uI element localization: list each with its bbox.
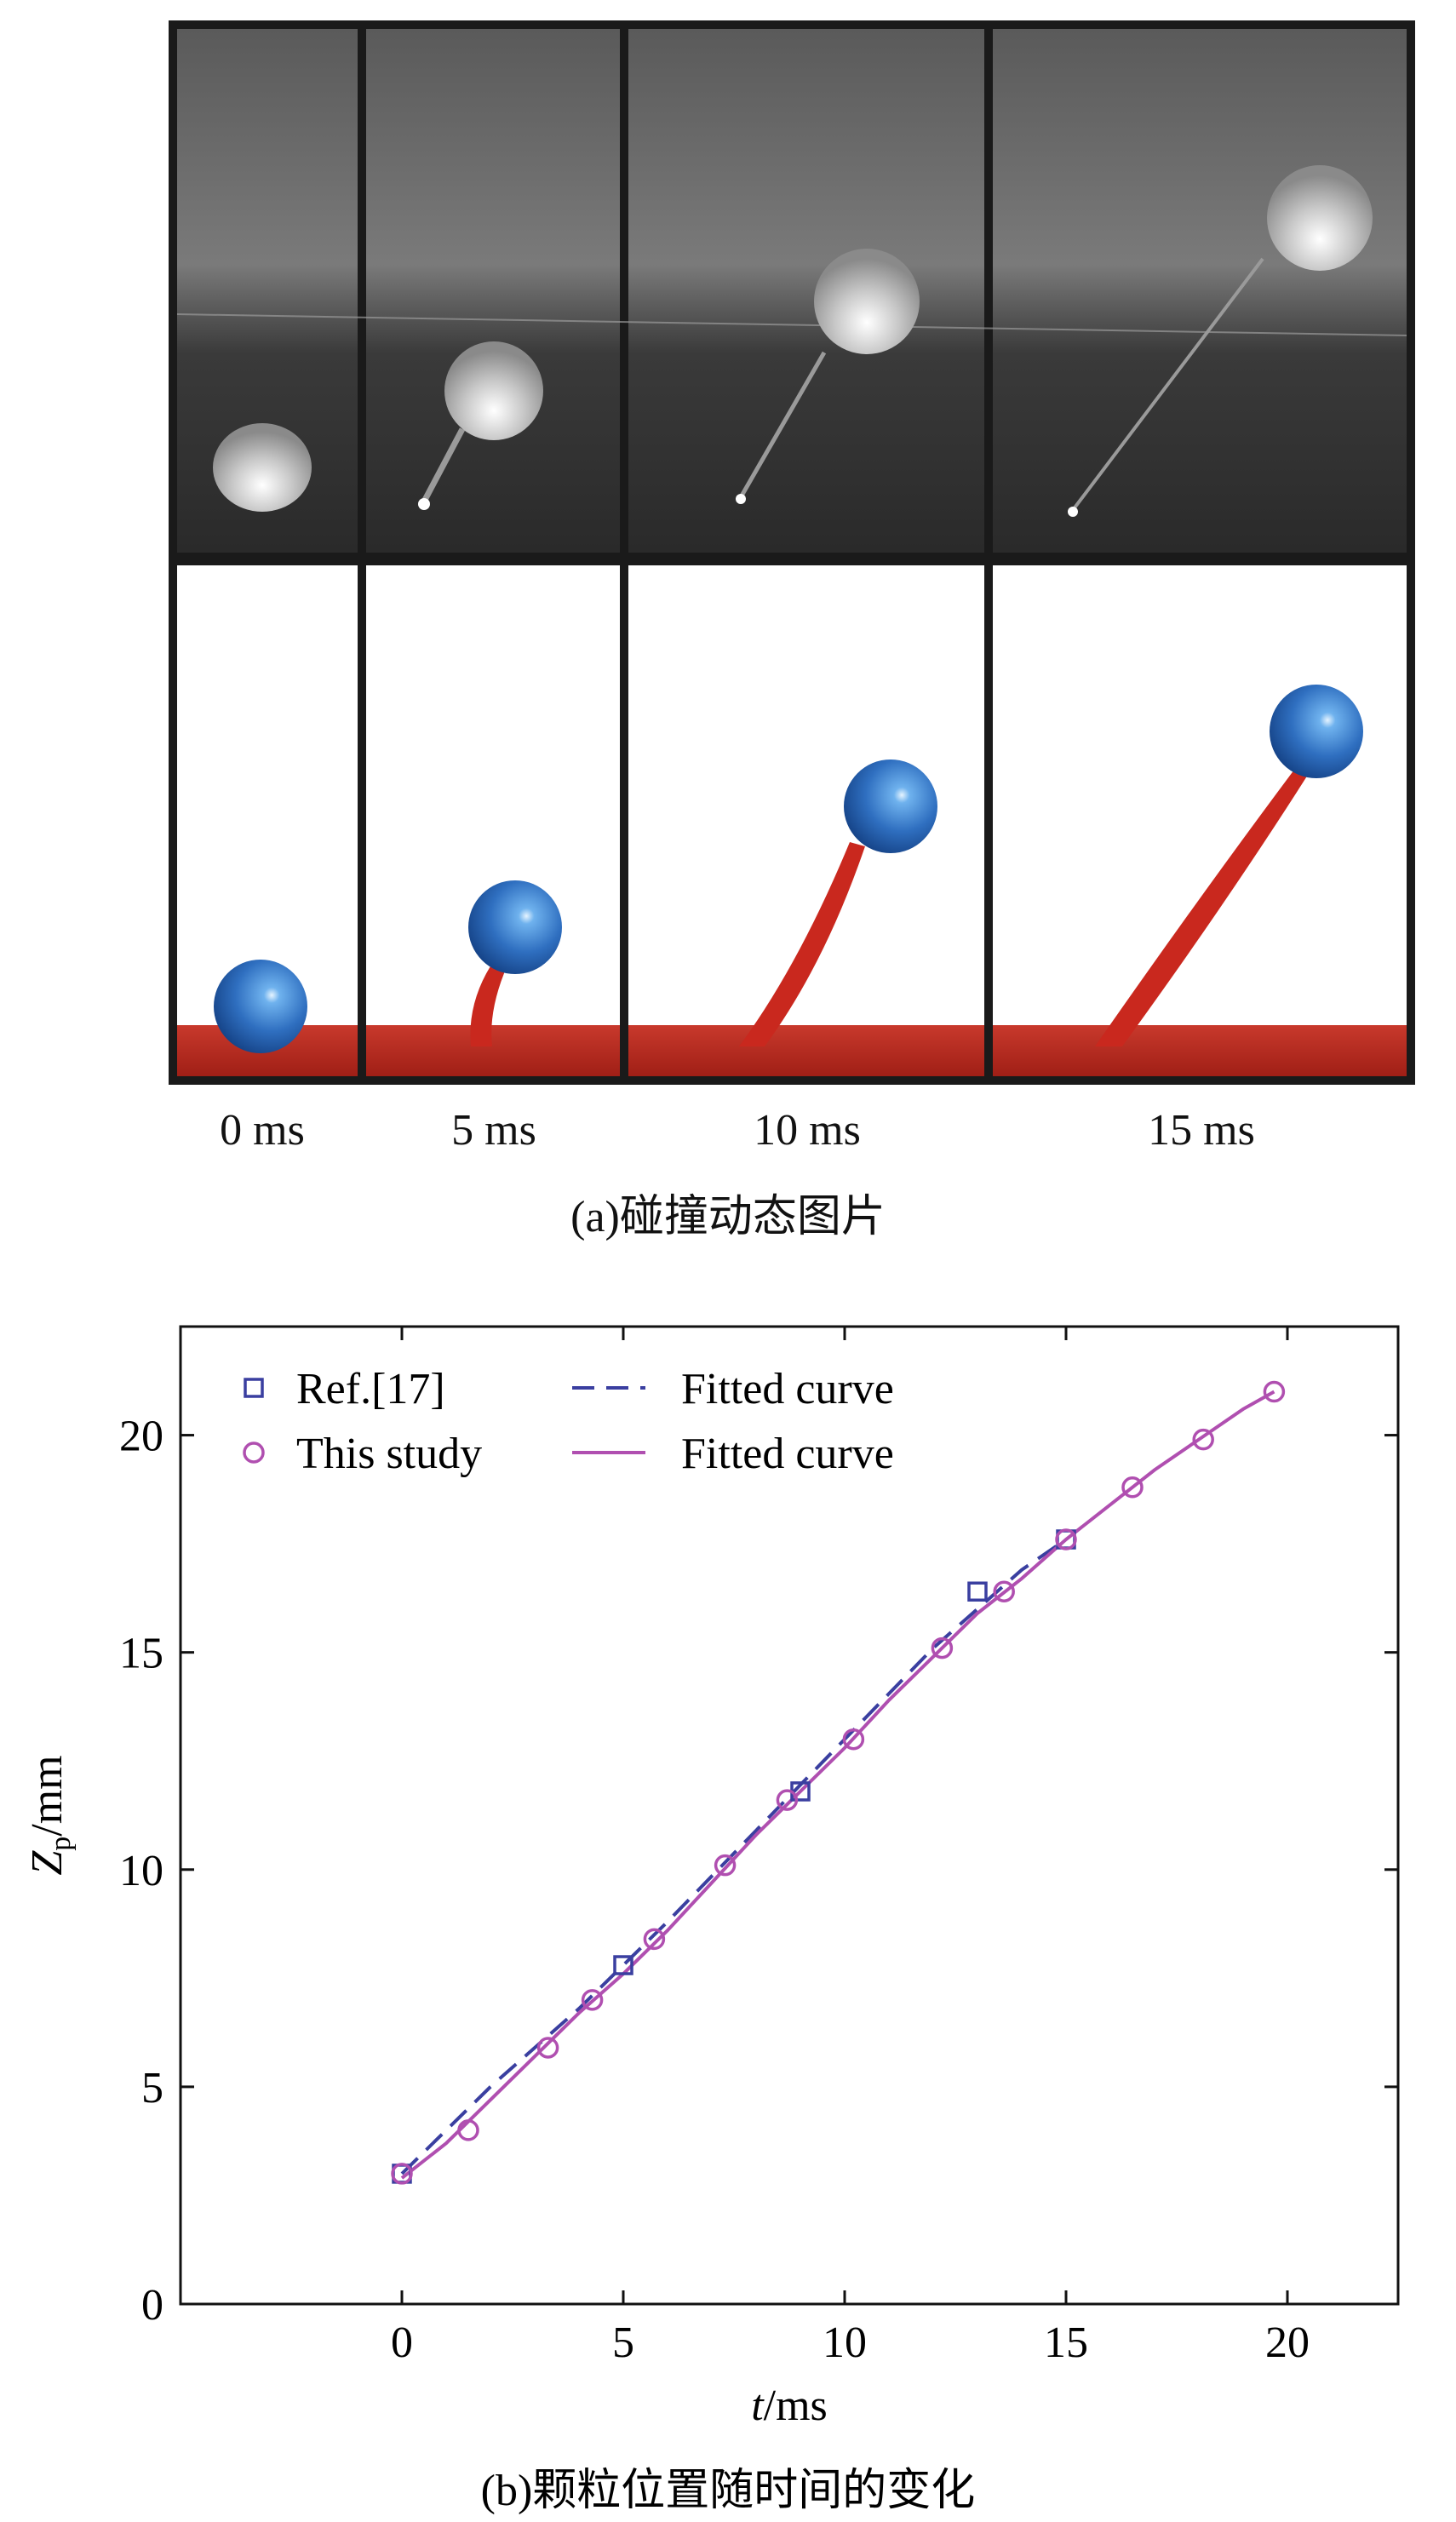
collision-frames-figure — [169, 20, 1415, 1085]
y-tick-label: 20 — [119, 1413, 163, 1461]
study-data-point — [714, 1854, 737, 1877]
legend-study-marker — [243, 1442, 265, 1464]
study-data-point — [776, 1789, 799, 1811]
y-tick-label: 5 — [141, 2064, 163, 2112]
legend-ref-marker — [244, 1378, 264, 1398]
legend-ref-label: Ref.[17] — [296, 1365, 445, 1413]
position-time-chart: 0 5 10 15 20 0 5 10 15 20 Ref.[17] This study Fitte… — [23, 1325, 1400, 2515]
x-tick-label: 0 — [391, 2319, 413, 2367]
y-tick-label: 10 — [119, 1847, 163, 1895]
photo-particle-15 — [1267, 165, 1373, 271]
frame-label-15: 15 ms — [1148, 1106, 1255, 1155]
fitted-curve-ref — [400, 1538, 1068, 2175]
x-tick-label: 20 — [1265, 2319, 1310, 2367]
legend-study-label: This study — [296, 1430, 482, 1478]
photo-row — [176, 29, 1407, 553]
study-data-point — [1192, 1428, 1214, 1451]
fitted-curve-study — [400, 1390, 1275, 2180]
x-tick-label: 15 — [1044, 2319, 1088, 2367]
y-tick-label: 15 — [119, 1630, 163, 1678]
photo-particle-10 — [814, 249, 920, 354]
x-axis-label: t/ms — [751, 2382, 828, 2430]
legend-dashed-label: Fitted curve — [681, 1365, 894, 1413]
study-data-point — [391, 2163, 413, 2185]
ligament-5 — [470, 957, 509, 1046]
ref-data-point — [967, 1581, 988, 1602]
frame-label-5: 5 ms — [451, 1106, 536, 1155]
x-tick-label: 10 — [823, 2319, 867, 2367]
study-data-point — [842, 1728, 865, 1751]
study-data-point — [457, 2119, 479, 2141]
collision-frames — [169, 20, 1415, 1085]
plot-frame — [179, 1325, 1400, 2306]
sim-particle-0 — [214, 960, 307, 1053]
study-data-point — [1263, 1380, 1286, 1403]
study-data-point — [931, 1636, 954, 1659]
sim-particle-10 — [844, 759, 937, 853]
photo-particle-5 — [444, 341, 543, 440]
simulation-row — [177, 565, 1407, 1076]
sim-particle-5 — [468, 880, 562, 974]
y-axis-label: Zp/mm — [23, 1755, 77, 1875]
frame-label-0: 0 ms — [220, 1106, 305, 1155]
frame-label-10: 10 ms — [754, 1106, 861, 1155]
ligament-10 — [739, 842, 865, 1046]
legend-solid-label: Fitted curve — [681, 1430, 894, 1478]
study-data-point — [581, 1989, 604, 2011]
study-data-point — [1055, 1528, 1077, 1550]
x-tick-label: 5 — [612, 2319, 634, 2367]
study-data-point — [536, 2037, 559, 2059]
study-data-point — [643, 1928, 666, 1951]
ligament-15 — [1095, 770, 1308, 1046]
panel-b-caption: (b)颗粒位置随时间的变化 — [481, 2467, 976, 2515]
photo-particle-0 — [213, 423, 312, 512]
ref-data-point — [613, 1955, 633, 1975]
sim-particle-15 — [1270, 685, 1363, 778]
study-data-point — [993, 1580, 1015, 1602]
panel-a-caption: (a)碰撞动态图片 — [570, 1193, 886, 1241]
study-data-point — [1121, 1476, 1144, 1499]
y-tick-label: 0 — [141, 2281, 163, 2330]
